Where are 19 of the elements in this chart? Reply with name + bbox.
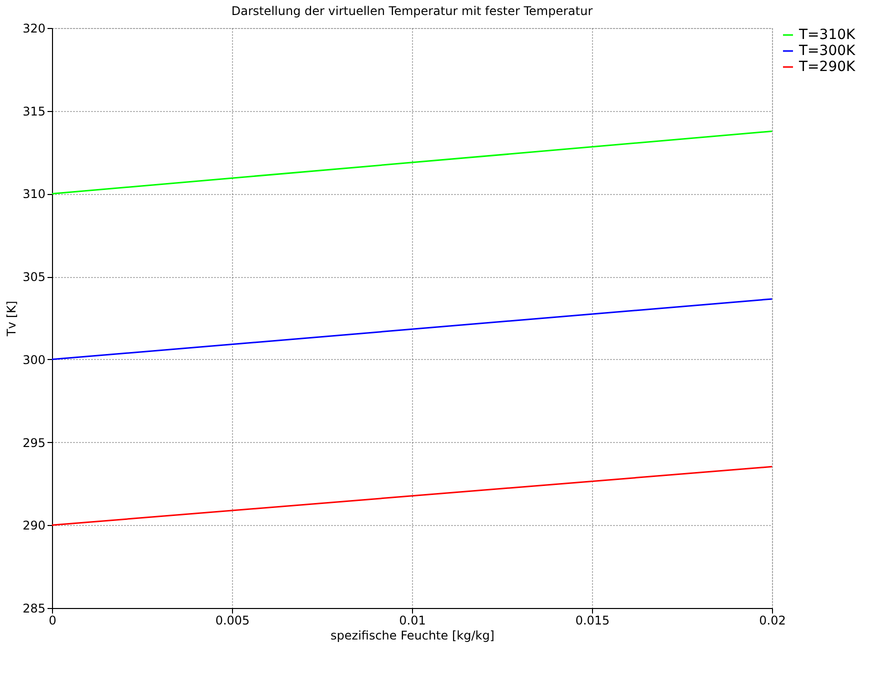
chart-title: Darstellung der virtuellen Temperatur mit fester Temperatur <box>231 4 593 18</box>
y-tick-label: 310 <box>22 187 46 202</box>
legend-label: T=290K <box>798 59 856 75</box>
y-tick-label: 295 <box>22 436 46 450</box>
x-tick-label: 0.005 <box>215 614 250 628</box>
x-tick-label: 0.01 <box>399 614 426 628</box>
y-tick-label: 285 <box>22 602 46 616</box>
legend-label: T=310K <box>798 27 856 43</box>
y-axis-title: Tv [K] <box>4 300 19 338</box>
y-tick-label: 290 <box>22 518 46 533</box>
y-tick-label: 315 <box>22 104 46 118</box>
legend-label: T=300K <box>798 43 856 59</box>
x-tick-label: 0.02 <box>759 614 786 628</box>
y-tick-label: 320 <box>22 22 46 36</box>
x-tick-label: 0.015 <box>575 614 610 628</box>
x-tick-label: 0 <box>48 614 56 628</box>
y-tick-label: 305 <box>22 270 46 284</box>
y-tick-label: 300 <box>22 352 46 367</box>
x-axis-title: spezifische Feuchte [kg/kg] <box>330 628 494 642</box>
